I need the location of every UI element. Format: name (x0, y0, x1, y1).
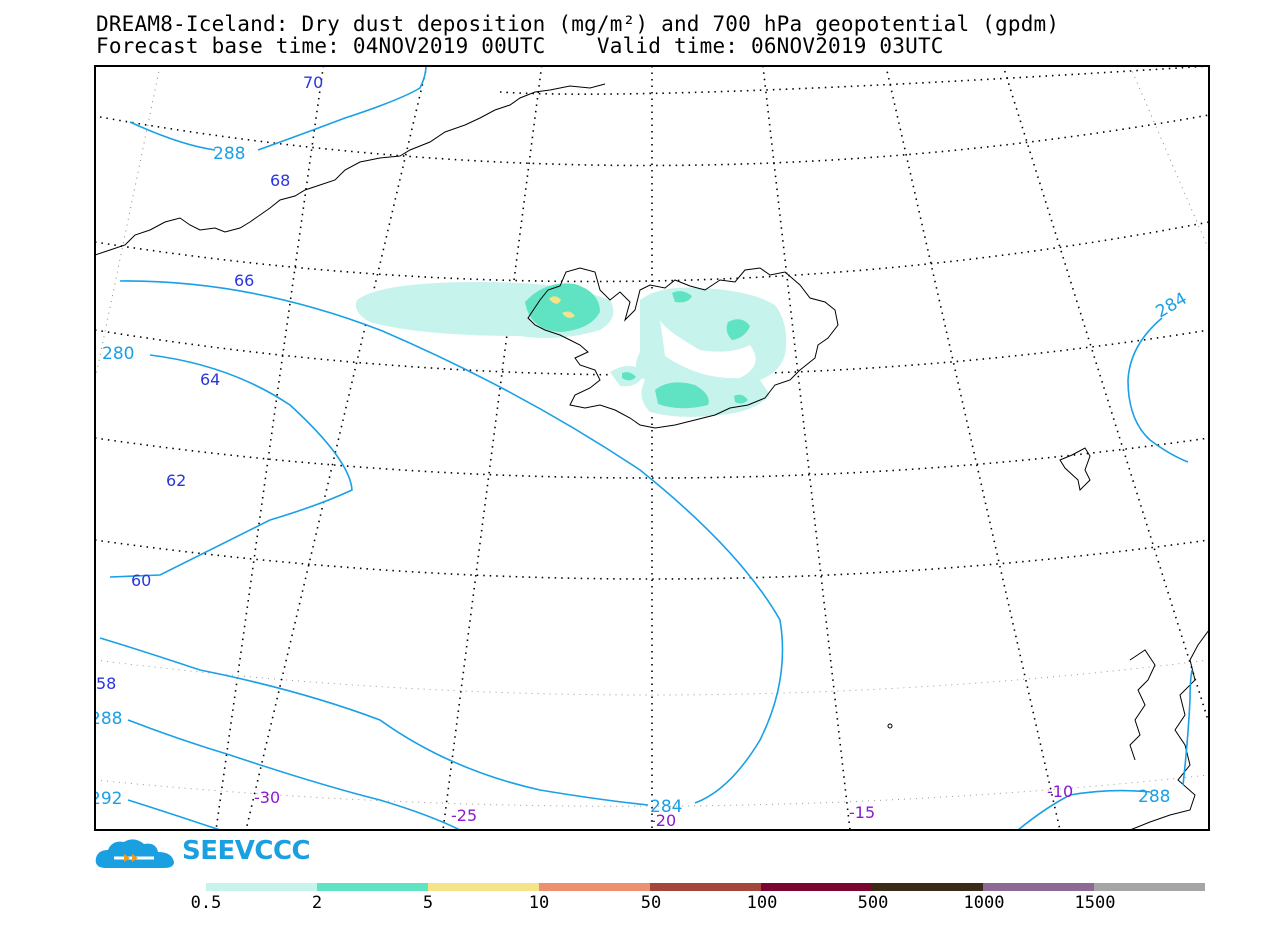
colorbar-swatch (317, 883, 428, 891)
contour-label: 284 (650, 797, 682, 817)
colorbar-label: 0.5 (190, 893, 222, 913)
colorbar-swatch (539, 883, 650, 891)
norway-coast (1129, 629, 1209, 830)
contour-label: 284 (1153, 289, 1191, 323)
colorbar-label: 500 (857, 893, 889, 913)
colorbar-label: 1500 (1074, 893, 1116, 913)
colorbar-label: 100 (746, 893, 778, 913)
latitude-label: 62 (166, 471, 186, 490)
iceland-coast (527, 267, 839, 429)
colorbar-label: 10 (528, 893, 550, 913)
contour-label: 288 (1138, 787, 1170, 807)
parallel-lines-faint (95, 659, 1209, 807)
contour-288-se (1017, 669, 1193, 830)
contour-labels: 288 280 284 284 288 288 292 (90, 144, 1191, 817)
norway-islands (1129, 649, 1156, 761)
colorbar-swatch (428, 883, 539, 891)
latitude-label: 64 (200, 370, 220, 389)
colorbar-label: 2 (311, 893, 323, 913)
latitude-label: 70 (303, 73, 323, 92)
contour-292-sw (127, 799, 221, 830)
coastlines (95, 83, 1209, 830)
latitude-label: 58 (96, 674, 116, 693)
colorbar-swatch (983, 883, 1094, 891)
colorbar-swatch (1094, 883, 1205, 891)
longitude-label: -30 (254, 788, 280, 807)
map-frame (94, 65, 1210, 831)
colorbar (206, 883, 1205, 891)
colorbar-label: 50 (640, 893, 662, 913)
contour-284-main (99, 280, 784, 806)
logo-text: SEEVCCC (182, 836, 311, 866)
map-content: 288 280 284 284 288 288 292 70 68 66 64 … (90, 66, 1209, 830)
latitude-label: 66 (234, 271, 254, 290)
longitude-label: -15 (849, 803, 875, 822)
latitude-label: 68 (270, 171, 290, 190)
longitude-label: -10 (1047, 782, 1073, 801)
longitude-labels: -30 -25 -20 -15 -10 (254, 782, 1073, 830)
contour-label: 292 (90, 789, 122, 809)
longitude-label: -25 (451, 806, 477, 825)
latitude-labels: 70 68 66 64 62 60 58 (96, 73, 323, 693)
contour-284-east (1127, 317, 1189, 463)
geopotential-contours (99, 66, 1193, 830)
map-title: DREAM8-Iceland: Dry dust deposition (mg/… (96, 12, 1060, 36)
faroe-islands (1059, 447, 1091, 492)
colorbar-swatch (650, 883, 761, 891)
colorbar-swatch (206, 883, 317, 891)
colorbar-label: 1000 (963, 893, 1005, 913)
contour-288-nw (129, 66, 427, 151)
greenland-coast (95, 83, 606, 256)
contour-280 (109, 354, 353, 578)
meridian-lines (215, 66, 1209, 830)
cloud-logo-icon (95, 839, 174, 868)
contour-label: 280 (102, 344, 134, 364)
colorbar-swatch (761, 883, 872, 891)
colorbar-label: 5 (422, 893, 434, 913)
latitude-label: 60 (131, 571, 151, 590)
contour-label: 288 (213, 144, 245, 164)
dust-deposition-shading (355, 282, 787, 417)
longitude-label: -20 (650, 811, 676, 830)
colorbar-labels: 0.5 2 5 10 50 100 500 1000 1500 (0, 893, 1271, 913)
contour-288-sw (127, 719, 461, 830)
colorbar-swatch (872, 883, 983, 891)
contour-label: 288 (90, 709, 122, 729)
parallel-lines (95, 66, 1209, 580)
map-subtitle-times: Forecast base time: 04NOV2019 00UTC Vali… (96, 34, 944, 58)
